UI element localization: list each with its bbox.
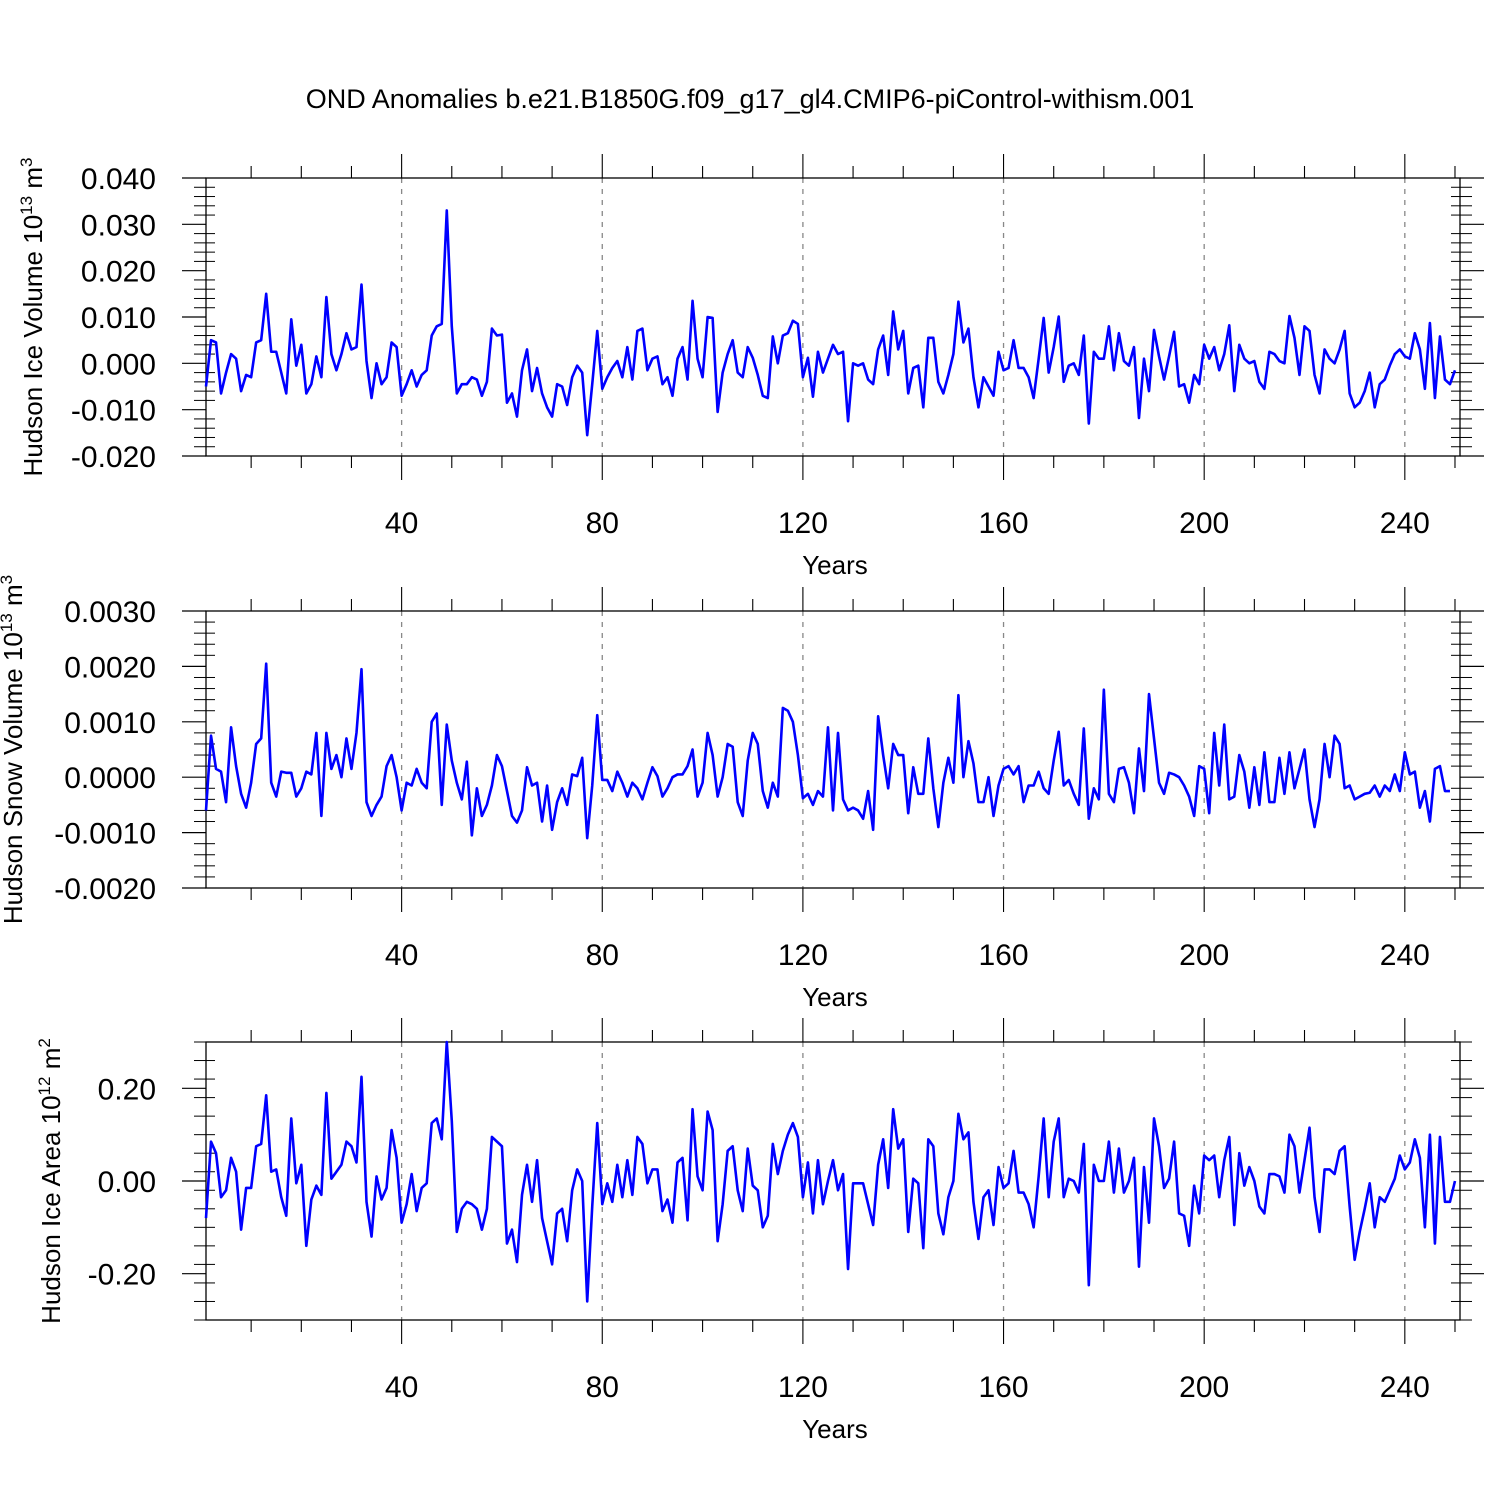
panels: -0.020 -0.010 0.000 0.010 0.020 0.030 0.040 40 8… <box>0 154 1484 1444</box>
plot-frame <box>205 1041 1461 1321</box>
x-tick-label: 40 <box>385 1371 418 1404</box>
x-axis-title: Years <box>802 1414 868 1444</box>
y-tick-label: -0.0020 <box>54 873 156 906</box>
y-tick-label: 0.20 <box>98 1073 156 1106</box>
chart-panel-1: -0.020 -0.010 0.000 0.010 0.020 0.030 0.040 40 8… <box>17 154 1484 580</box>
x-tick-label: 120 <box>778 939 828 972</box>
x-tick-label: 40 <box>385 507 418 540</box>
y-axis-title-base: Hudson Ice Area 10 <box>36 1095 66 1323</box>
x-tick-label: 240 <box>1380 939 1430 972</box>
y-tick-label: 0.0020 <box>64 651 156 684</box>
x-tick-label: 160 <box>979 1371 1029 1404</box>
y-tick-label: 0.030 <box>81 209 156 242</box>
plot-frame <box>205 177 1461 457</box>
y-axis-title-exponent: 12 <box>35 1077 54 1096</box>
y-axis-title-unit: m <box>36 1048 66 1077</box>
y-tick-label: 0.0000 <box>64 762 156 795</box>
y-axis-title-unit-exponent: 3 <box>0 575 16 584</box>
x-tick-label: 80 <box>586 1371 619 1404</box>
x-tick-label: 120 <box>778 1371 828 1404</box>
y-tick-label: 0.0010 <box>64 707 156 740</box>
x-tick-label: 200 <box>1179 507 1229 540</box>
y-axis-title-unit-exponent: 3 <box>17 158 36 167</box>
series-line <box>204 1040 1457 1303</box>
x-tick-label: 240 <box>1380 1371 1430 1404</box>
series-line <box>204 662 1450 840</box>
x-tick-label: 120 <box>778 507 828 540</box>
x-tick-label: 200 <box>1179 1371 1229 1404</box>
y-axis-title-base: Hudson Snow Volume 10 <box>0 632 28 924</box>
y-tick-label: -0.010 <box>71 395 156 428</box>
y-axis-title-unit: m <box>18 167 48 196</box>
y-tick-label: -0.0010 <box>54 818 156 851</box>
y-axis-title-unit-exponent: 2 <box>35 1038 54 1047</box>
y-axis-title: Hudson Ice Area 1012 m2 <box>35 1038 66 1324</box>
x-tick-label: 240 <box>1380 507 1430 540</box>
y-tick-label: 0.00 <box>98 1166 156 1199</box>
figure-title: OND Anomalies b.e21.B1850G.f09_g17_gl4.C… <box>306 84 1194 114</box>
series-line <box>204 209 1457 437</box>
x-axis-title: Years <box>802 982 868 1012</box>
x-axis-title: Years <box>802 550 868 580</box>
x-tick-label: 160 <box>979 939 1029 972</box>
x-tick-label: 40 <box>385 939 418 972</box>
plot-frame <box>205 610 1461 889</box>
y-tick-label: 0.040 <box>81 163 156 196</box>
chart-panel-3: -0.20 0.00 0.20 40 80 120 160 200 240 Years Hudson… <box>35 1018 1484 1444</box>
y-tick-label: 0.000 <box>81 348 156 381</box>
y-axis-title-unit: m <box>0 584 28 613</box>
x-tick-label: 160 <box>979 507 1029 540</box>
x-tick-label: 200 <box>1179 939 1229 972</box>
y-tick-label: 0.0030 <box>64 596 156 629</box>
chart-panel-2: -0.0020 -0.0010 0.0000 0.0010 0.0020 0.0030 40… <box>0 575 1484 1012</box>
y-axis-title: Hudson Ice Volume 1013 m3 <box>17 158 48 477</box>
y-axis-title-base: Hudson Ice Volume 10 <box>18 215 48 477</box>
y-tick-label: 0.020 <box>81 256 156 289</box>
y-axis-title-exponent: 13 <box>0 613 16 632</box>
y-axis-title: Hudson Snow Volume 1013 m3 <box>0 575 28 924</box>
x-tick-label: 80 <box>586 507 619 540</box>
y-tick-label: 0.010 <box>81 302 156 335</box>
y-axis-title-exponent: 13 <box>17 196 36 215</box>
x-tick-label: 80 <box>586 939 619 972</box>
y-tick-label: -0.20 <box>88 1259 156 1292</box>
y-tick-label: -0.020 <box>71 441 156 474</box>
